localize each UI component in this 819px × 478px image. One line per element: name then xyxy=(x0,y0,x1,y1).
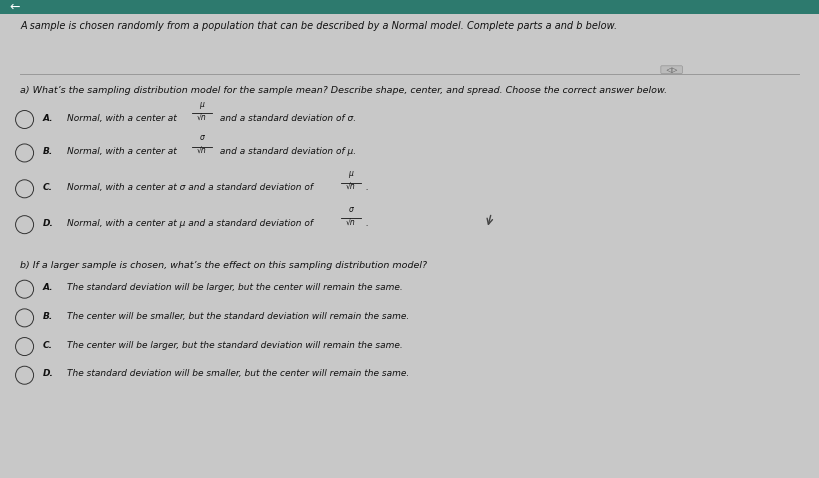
Text: √n: √n xyxy=(197,112,207,121)
Text: a) What’s the sampling distribution model for the sample mean? Describe shape, c: a) What’s the sampling distribution mode… xyxy=(20,86,667,95)
Text: Normal, with a center at: Normal, with a center at xyxy=(67,147,180,156)
Text: .: . xyxy=(365,219,369,228)
Text: B.: B. xyxy=(43,147,53,156)
Text: B.: B. xyxy=(43,312,53,321)
Text: σ: σ xyxy=(200,133,205,142)
Text: and a standard deviation of σ.: and a standard deviation of σ. xyxy=(217,114,355,123)
Text: σ: σ xyxy=(348,205,353,214)
Text: Normal, with a center at σ and a standard deviation of: Normal, with a center at σ and a standar… xyxy=(67,183,316,192)
Text: √n: √n xyxy=(346,182,355,191)
Text: ←: ← xyxy=(10,0,20,14)
Text: D.: D. xyxy=(43,369,53,379)
Text: b) If a larger sample is chosen, what’s the effect on this sampling distribution: b) If a larger sample is chosen, what’s … xyxy=(20,261,428,270)
Text: D.: D. xyxy=(43,219,53,228)
Text: C.: C. xyxy=(43,183,52,192)
Text: .: . xyxy=(365,183,369,192)
Text: √n: √n xyxy=(346,217,355,227)
Text: The center will be larger, but the standard deviation will remain the same.: The center will be larger, but the stand… xyxy=(67,341,403,350)
Text: A.: A. xyxy=(43,283,53,293)
Text: The standard deviation will be smaller, but the center will remain the same.: The standard deviation will be smaller, … xyxy=(67,369,410,379)
Bar xyxy=(0,0,819,14)
Text: Normal, with a center at: Normal, with a center at xyxy=(67,114,180,123)
Text: C.: C. xyxy=(43,341,52,350)
Text: √n: √n xyxy=(197,146,207,155)
Text: The standard deviation will be larger, but the center will remain the same.: The standard deviation will be larger, b… xyxy=(67,283,403,293)
Text: ◁▷: ◁▷ xyxy=(662,66,681,73)
Text: A.: A. xyxy=(43,114,53,123)
Text: μ: μ xyxy=(200,100,205,109)
Text: μ: μ xyxy=(348,169,353,178)
Text: Normal, with a center at μ and a standard deviation of: Normal, with a center at μ and a standar… xyxy=(67,219,316,228)
Text: and a standard deviation of μ.: and a standard deviation of μ. xyxy=(217,147,355,156)
Text: The center will be smaller, but the standard deviation will remain the same.: The center will be smaller, but the stan… xyxy=(67,312,410,321)
Text: A sample is chosen randomly from a population that can be described by a Normal : A sample is chosen randomly from a popul… xyxy=(20,21,618,31)
